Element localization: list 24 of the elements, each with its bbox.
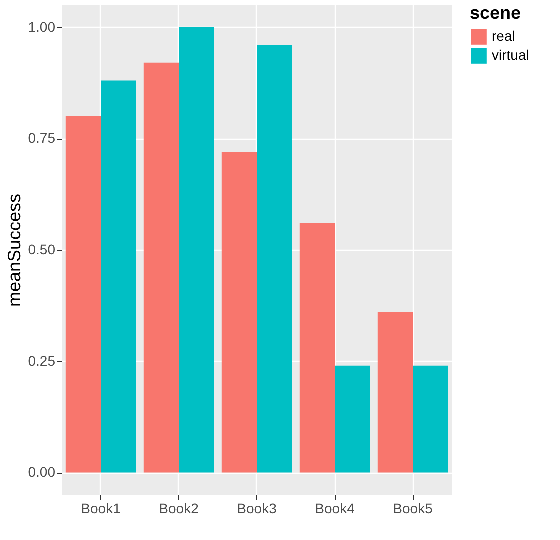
y-tick-label: 0.75 xyxy=(28,130,56,146)
y-tick-label: 0.00 xyxy=(28,464,56,480)
x-tick-label: Book1 xyxy=(81,500,122,516)
bar xyxy=(144,62,179,473)
bar xyxy=(66,116,101,473)
legend-label: real xyxy=(492,28,516,44)
bar xyxy=(222,152,257,473)
bar xyxy=(300,223,335,473)
bar xyxy=(179,27,214,473)
y-tick-label: 0.50 xyxy=(28,242,56,258)
bar xyxy=(335,366,370,473)
bar xyxy=(413,366,448,473)
legend-title: scene xyxy=(470,3,522,23)
bar xyxy=(378,312,413,473)
y-tick-label: 0.25 xyxy=(28,352,56,369)
x-tick-label: Book2 xyxy=(159,500,200,516)
bar xyxy=(101,80,136,473)
legend-label: virtual xyxy=(492,47,530,63)
bar xyxy=(257,45,292,473)
y-axis-title: meanSuccess xyxy=(4,194,24,308)
y-tick-label: 1.00 xyxy=(28,18,56,35)
x-tick-label: Book4 xyxy=(315,500,356,516)
x-tick-label: Book3 xyxy=(237,500,278,516)
x-tick-label: Book5 xyxy=(393,500,434,516)
